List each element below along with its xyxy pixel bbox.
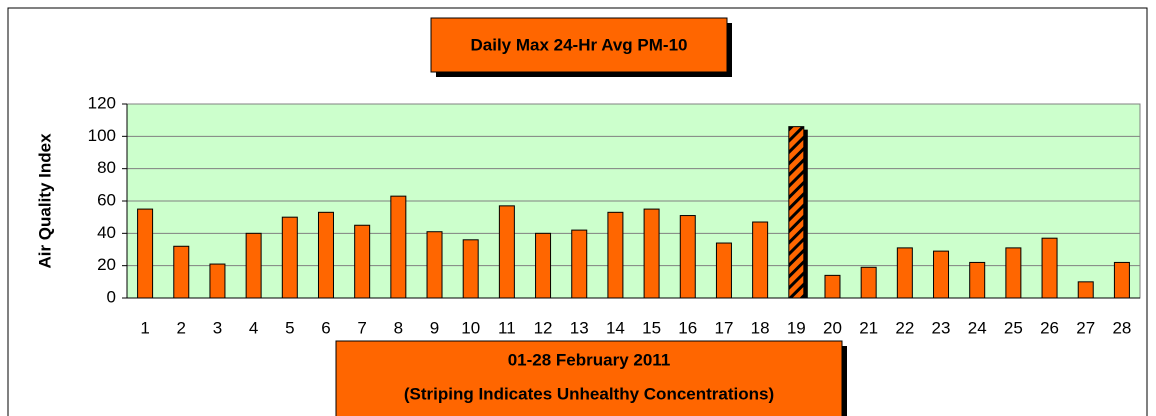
bar: [933, 250, 950, 299]
bar: [643, 208, 660, 299]
x-tick-label: 5: [285, 318, 294, 337]
x-tick-label: 8: [394, 318, 403, 337]
y-tick-label: 60: [97, 190, 116, 209]
x-axis-label: (Striping Indicates Unhealthy Concentrat…: [404, 384, 774, 403]
bar: [679, 215, 696, 299]
y-axis-label: Air Quality Index: [35, 133, 54, 269]
bar: [824, 274, 841, 299]
x-tick-label: 13: [570, 318, 589, 337]
bar: [1113, 261, 1130, 299]
bar: [969, 261, 986, 299]
bar: [281, 216, 298, 299]
x-tick-label: 14: [606, 318, 625, 337]
x-tick-label: 28: [1112, 318, 1131, 337]
x-tick-label: 21: [859, 318, 878, 337]
y-tick-label: 20: [97, 255, 116, 274]
bar: [860, 266, 877, 299]
bar: [462, 239, 479, 299]
bar: [354, 224, 371, 299]
bar: [390, 195, 407, 299]
x-tick-label: 1: [140, 318, 149, 337]
bar: [426, 231, 443, 299]
y-tick-label: 120: [88, 93, 116, 112]
title-box: [430, 17, 728, 73]
bar: [317, 211, 334, 299]
bar: [209, 263, 226, 299]
x-tick-label: 11: [498, 318, 516, 337]
bar: [607, 211, 624, 299]
bar: [1077, 281, 1094, 299]
y-tick-label: 0: [107, 287, 116, 306]
x-tick-label: 2: [177, 318, 186, 337]
y-tick-label: 100: [88, 126, 116, 145]
chart-title: Daily Max 24-Hr Avg PM-10: [471, 35, 688, 54]
x-tick-label: 19: [787, 318, 806, 337]
x-tick-label: 20: [823, 318, 842, 337]
x-tick-label: 22: [895, 318, 914, 337]
x-tick-label: 15: [642, 318, 661, 337]
bar: [173, 245, 190, 299]
xlabel-box: [335, 340, 843, 416]
x-tick-label: 10: [461, 318, 480, 337]
x-tick-label: 12: [534, 318, 553, 337]
bar: [498, 205, 515, 299]
bar: [535, 232, 552, 299]
bar: [245, 232, 262, 299]
x-tick-label: 4: [249, 318, 258, 337]
bar: [1041, 237, 1058, 299]
bar: [1005, 247, 1022, 299]
x-tick-label: 24: [968, 318, 987, 337]
x-tick-label: 7: [357, 318, 366, 337]
bar: [137, 208, 154, 299]
x-tick-label: 16: [678, 318, 697, 337]
x-tick-label: 23: [932, 318, 951, 337]
x-tick-label: 26: [1040, 318, 1059, 337]
y-tick-label: 80: [97, 158, 116, 177]
x-tick-label: 17: [714, 318, 733, 337]
x-tick-label: 6: [321, 318, 330, 337]
x-tick-label: 18: [751, 318, 770, 337]
bar: [896, 247, 913, 299]
x-tick-label: 25: [1004, 318, 1023, 337]
x-tick-label: 9: [430, 318, 439, 337]
x-tick-label: 3: [213, 318, 222, 337]
bar: [752, 221, 769, 299]
bar: [788, 126, 805, 299]
y-tick-label: 40: [97, 223, 116, 242]
bar: [571, 229, 588, 299]
x-tick-label: 27: [1076, 318, 1095, 337]
x-axis-label: 01-28 February 2011: [508, 350, 671, 369]
bar: [715, 242, 732, 299]
